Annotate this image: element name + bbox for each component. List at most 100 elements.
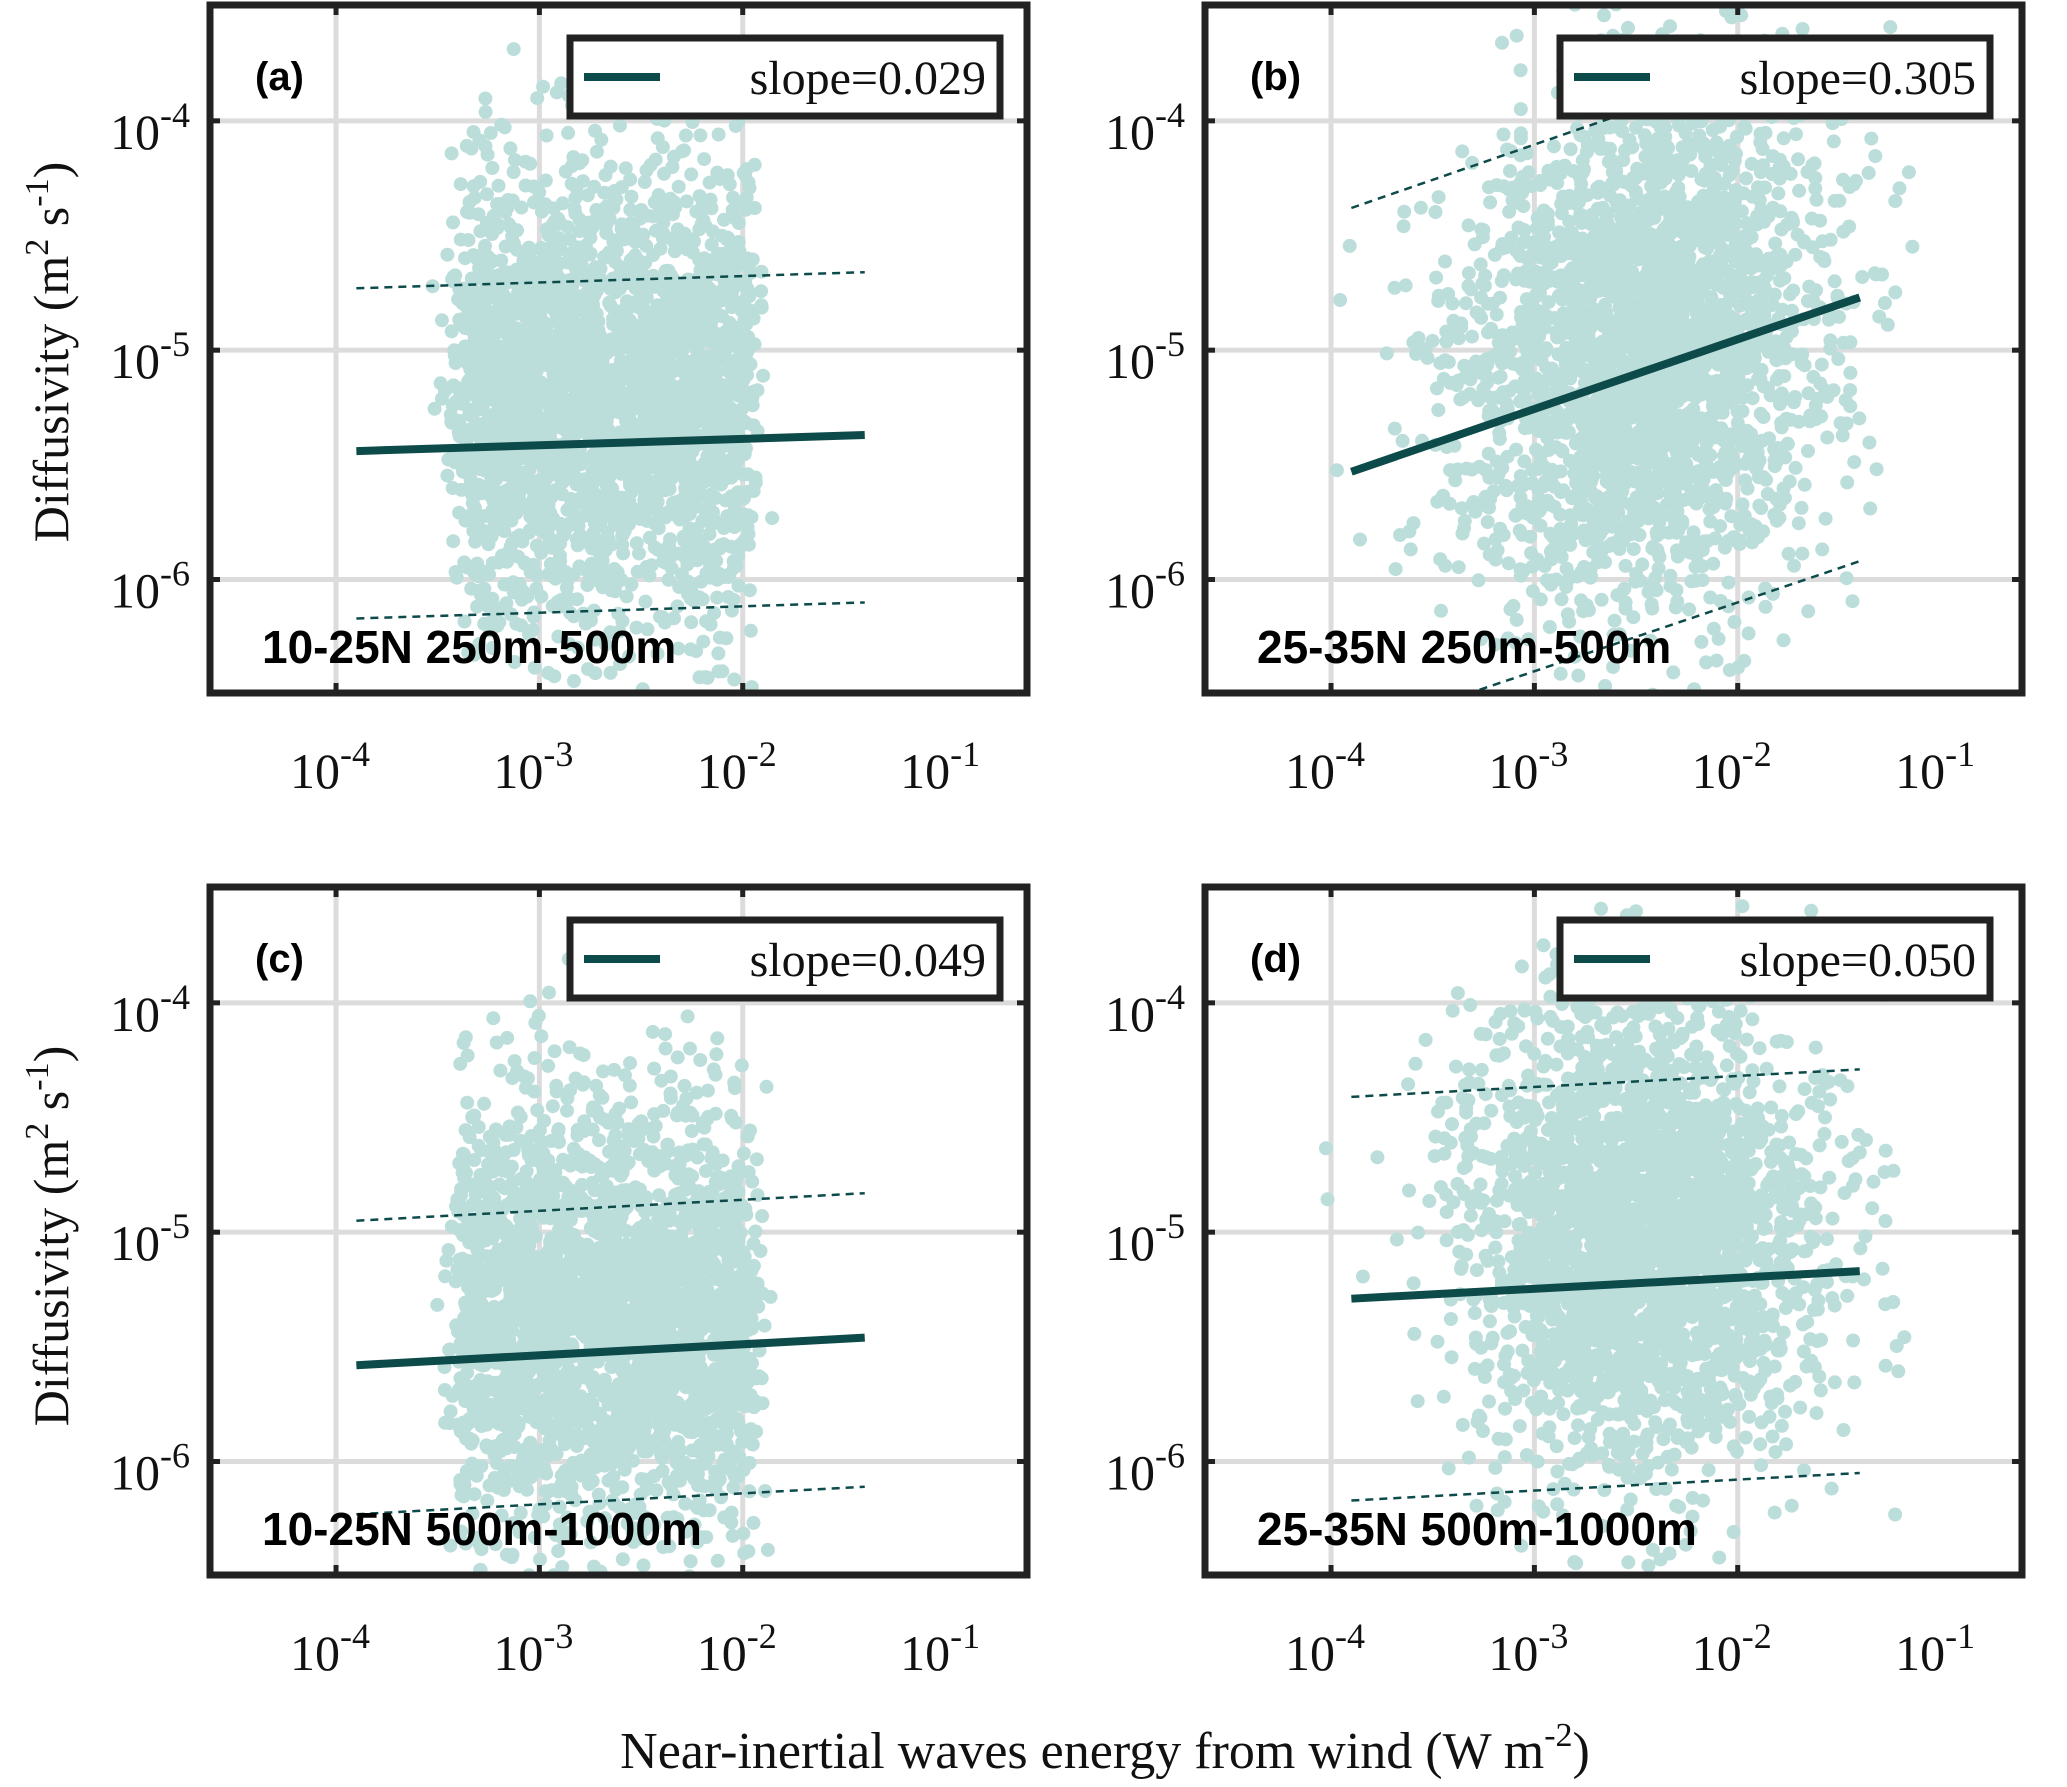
scatter-point — [1509, 612, 1524, 627]
scatter-point — [515, 326, 530, 341]
scatter-point — [1610, 199, 1625, 214]
scatter-point — [640, 622, 655, 637]
scatter-point — [1682, 296, 1697, 311]
scatter-point — [488, 304, 503, 319]
scatter-point — [737, 313, 752, 328]
scatter-point — [1814, 409, 1829, 424]
fit-line — [356, 431, 865, 456]
scatter-point — [657, 482, 672, 497]
scatter-point — [574, 396, 589, 411]
scatter-point — [1519, 234, 1534, 249]
scatter-point — [603, 665, 618, 680]
scatter-point — [742, 256, 757, 271]
scatter-point — [1645, 235, 1660, 250]
scatter-point — [619, 589, 634, 604]
scatter-point — [614, 400, 629, 414]
scatter-point — [611, 279, 626, 294]
scatter-point — [481, 537, 496, 552]
scatter-point — [457, 454, 472, 469]
scatter-point — [605, 362, 620, 377]
scatter-point — [559, 580, 574, 595]
scatter-point — [1724, 461, 1739, 476]
scatter-point — [722, 177, 737, 192]
scatter-point — [1562, 410, 1577, 425]
scatter-point — [1713, 119, 1728, 134]
scatter-point — [1769, 372, 1784, 387]
scatter-point — [1753, 165, 1768, 180]
scatter-point — [646, 399, 661, 414]
scatter-point — [1843, 399, 1858, 414]
scatter-point — [1489, 307, 1504, 322]
scatter-point — [524, 265, 539, 280]
scatter-point — [1428, 205, 1443, 219]
scatter-point — [678, 336, 693, 351]
scatter-point — [1643, 633, 1658, 648]
scatter-point — [471, 315, 486, 330]
scatter-point — [1607, 613, 1622, 628]
scatter-point — [1715, 405, 1730, 420]
scatter-point — [683, 473, 698, 488]
scatter-point — [677, 377, 692, 391]
scatter-point — [737, 533, 752, 548]
scatter-point — [483, 454, 497, 469]
scatter-point — [580, 578, 595, 593]
scatter-point — [676, 511, 691, 525]
scatter-point — [1455, 526, 1470, 541]
scatter-point — [1633, 205, 1648, 220]
scatter-point — [499, 265, 514, 280]
scatter-point — [519, 469, 534, 484]
scatter-point — [1768, 704, 1782, 718]
scatter-point — [1686, 525, 1701, 540]
scatter-point — [652, 312, 667, 326]
scatter-point — [498, 408, 513, 423]
scatter-point — [578, 287, 593, 302]
scatter-point — [1493, 290, 1507, 305]
scatter-point — [1649, 583, 1664, 598]
scatter-point — [1785, 303, 1799, 318]
scatter-point — [711, 127, 726, 142]
scatter-point — [1578, 533, 1593, 548]
scatter-point — [1795, 546, 1810, 561]
scatter-point — [1563, 142, 1578, 157]
scatter-points — [425, 42, 780, 744]
scatter-point — [718, 493, 733, 508]
scatter-point — [1722, 286, 1737, 301]
scatter-point — [1648, 329, 1663, 344]
scatter-point — [1483, 195, 1498, 210]
scatter-point — [1329, 463, 1344, 478]
legend-label: slope=0.029 — [750, 52, 986, 105]
scatter-point — [1717, 448, 1731, 463]
scatter-point — [510, 296, 525, 311]
scatter-point — [1700, 227, 1715, 242]
scatter-point — [1684, 574, 1699, 589]
scatter-point — [1353, 532, 1367, 547]
scatter-point — [505, 427, 520, 442]
scatter-point — [1539, 341, 1554, 356]
scatter-point — [1429, 270, 1444, 285]
scatter-point — [583, 386, 598, 401]
scatter-point — [1697, 700, 1711, 714]
scatter-point — [580, 188, 595, 203]
scatter-point — [1451, 373, 1466, 388]
scatter-point — [1474, 290, 1489, 305]
scatter-point — [488, 601, 502, 616]
scatter-point — [518, 154, 533, 169]
scatter-point — [1823, 333, 1838, 348]
scatter-point — [610, 447, 625, 462]
scatter-point — [677, 533, 692, 548]
scatter-point — [1533, 455, 1548, 470]
scatter-point — [611, 570, 626, 585]
scatter-point — [1786, 283, 1801, 298]
scatter-point — [696, 634, 711, 649]
scatter-point — [595, 730, 609, 744]
scatter-point — [588, 260, 603, 275]
scatter-point — [754, 300, 769, 315]
scatter-point — [696, 356, 711, 370]
scatter-point — [1773, 247, 1788, 262]
scatter-point — [720, 282, 734, 297]
scatter-point — [1714, 253, 1729, 268]
scatter-point — [711, 664, 726, 679]
scatter-point — [1393, 528, 1408, 542]
panel-a: 10-4 10-3 10-2 10-110-410-510-6(a)10-25N 25… — [110, 1, 1031, 799]
scatter-point — [1826, 134, 1841, 149]
